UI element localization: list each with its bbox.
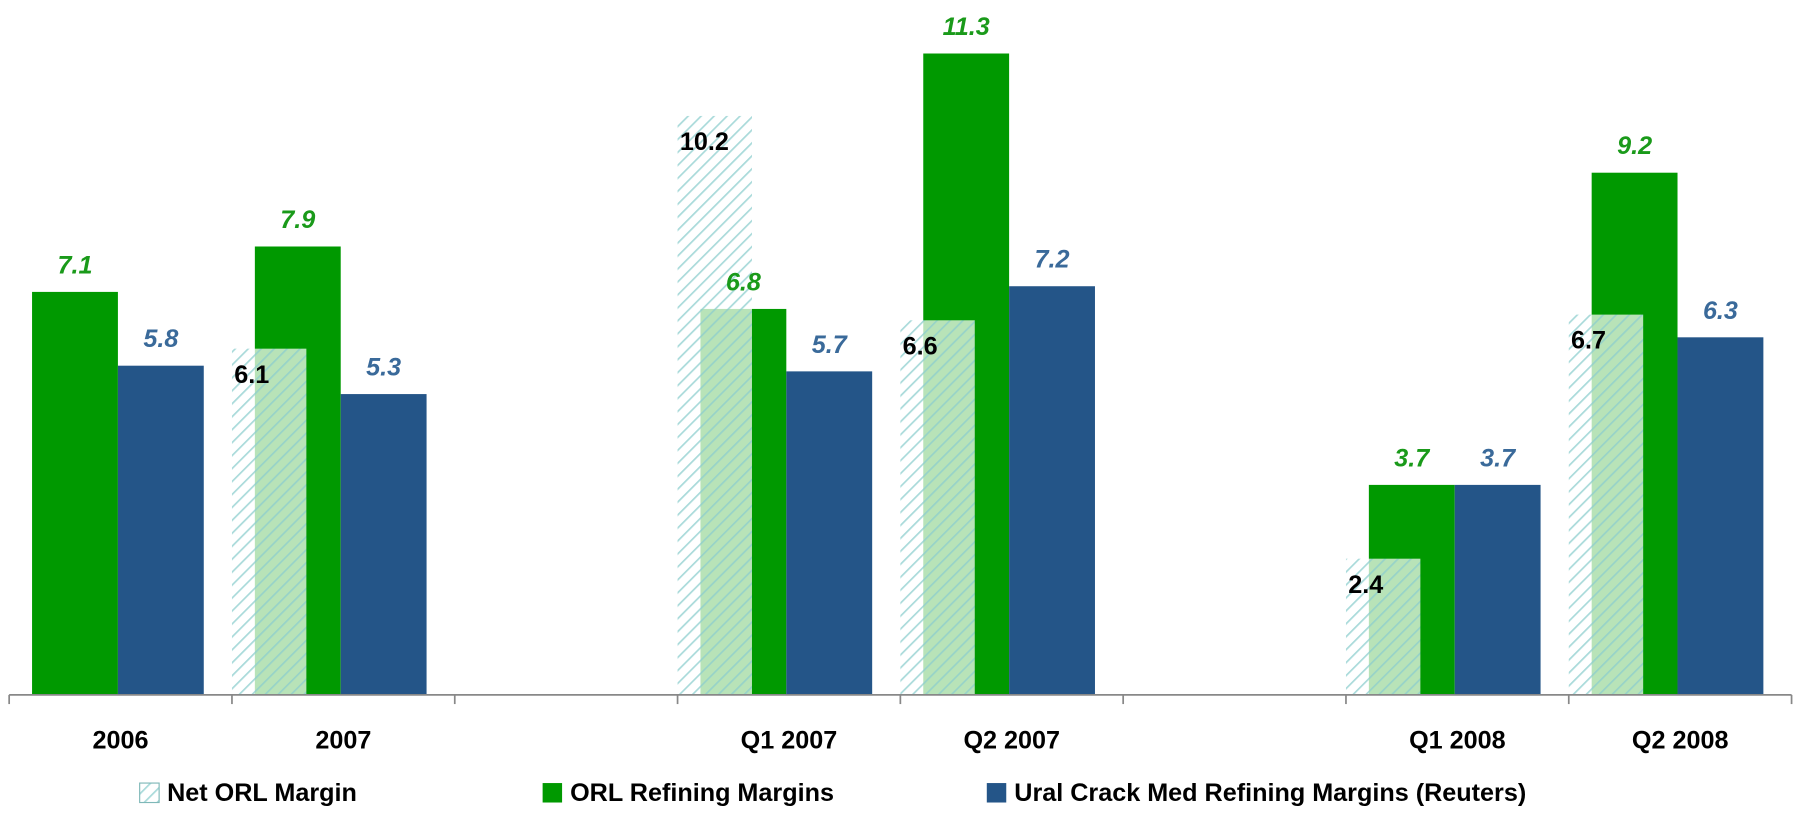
- bar: [231, 348, 307, 695]
- data-label: 9.2: [1617, 132, 1652, 160]
- data-label: 5.8: [143, 325, 178, 353]
- data-label: 6.7: [1571, 327, 1606, 355]
- legend-label: ORL Refining Margins: [570, 779, 834, 807]
- bar: [1568, 314, 1644, 695]
- data-label: 5.7: [812, 331, 848, 359]
- legend-swatch: [542, 783, 563, 803]
- bar: [340, 394, 427, 695]
- x-tick-label: Q1 2007: [741, 727, 838, 755]
- data-label: 10.2: [680, 128, 729, 156]
- x-tick-label: Q1 2008: [1409, 727, 1506, 755]
- legend-label: Net ORL Margin: [167, 779, 357, 807]
- data-label: 3.7: [1394, 444, 1430, 472]
- legend-label: Ural Crack Med Refining Margins (Reuters…: [1014, 779, 1526, 807]
- legend-swatch: [139, 782, 160, 804]
- data-label: 7.1: [57, 251, 92, 279]
- data-label: 7.2: [1035, 246, 1070, 274]
- data-label: 6.6: [903, 332, 938, 360]
- data-label: 5.3: [366, 354, 401, 382]
- bar: [117, 365, 204, 695]
- bar: [1345, 558, 1421, 695]
- legend-swatch: [986, 783, 1007, 803]
- bar: [1454, 484, 1541, 695]
- data-label: 11.3: [943, 13, 990, 41]
- bar: [786, 371, 873, 695]
- x-tick-label: Q2 2008: [1632, 727, 1729, 755]
- bar: [1677, 337, 1764, 695]
- data-label: 7.9: [280, 206, 315, 234]
- data-label: 6.3: [1703, 297, 1738, 325]
- x-tick-label: 2006: [93, 727, 149, 755]
- bar: [1009, 286, 1095, 695]
- data-label: 6.1: [234, 361, 269, 389]
- data-label: 3.7: [1480, 444, 1516, 472]
- data-label: 6.8: [726, 268, 761, 296]
- bar: [677, 115, 752, 695]
- data-label: 2.4: [1348, 571, 1383, 599]
- bar: [900, 320, 975, 695]
- x-tick-label: Q2 2007: [963, 727, 1060, 755]
- bar: [32, 291, 118, 695]
- x-tick-label: 2007: [315, 727, 371, 755]
